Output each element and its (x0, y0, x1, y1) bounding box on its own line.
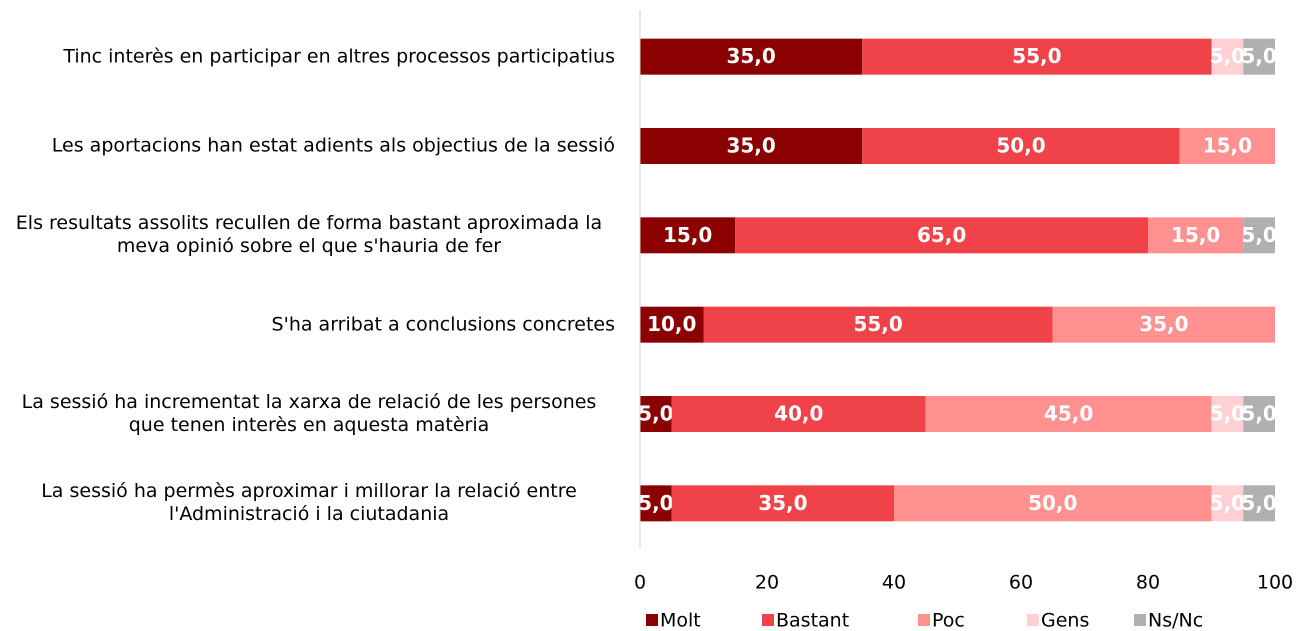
data-label: 5,0 (638, 402, 673, 426)
data-label: 5,0 (1210, 44, 1245, 68)
data-label: 10,0 (647, 312, 696, 336)
bar-segment (862, 128, 1180, 164)
bar-segment (640, 396, 672, 432)
legend-swatch (646, 614, 658, 626)
bar-segment (640, 306, 704, 343)
data-label: 5,0 (638, 491, 673, 515)
bar-segment (671, 396, 926, 432)
x-tick-label: 60 (1009, 572, 1033, 594)
legend-swatch (1134, 614, 1146, 626)
legend-swatch (1027, 614, 1039, 626)
bar-segment (735, 217, 1148, 254)
bar-segment (640, 38, 863, 75)
bar-segment (1243, 38, 1275, 75)
category-text: Tinc interès en participar en altres pro… (63, 45, 615, 68)
data-label: 35,0 (726, 134, 775, 158)
data-label: 35,0 (726, 44, 775, 68)
x-tick-label: 80 (1136, 572, 1160, 594)
x-tick-label: 20 (755, 572, 779, 594)
legend-label: Bastant (776, 610, 849, 631)
category-text: Les aportacions han estat adients als ob… (51, 134, 615, 157)
legend-label: Ns/Nc (1148, 610, 1203, 631)
bar-segment (1148, 217, 1244, 254)
category-label: La sessió ha permès aproximar i millorar… (0, 480, 615, 526)
data-label: 5,0 (1210, 491, 1245, 515)
x-tick-label: 0 (634, 572, 646, 594)
data-label: 5,0 (1210, 402, 1245, 426)
category-label: La sessió ha incrementat la xarxa de rel… (0, 391, 615, 437)
x-tick-label: 100 (1257, 572, 1293, 594)
bar-segment (671, 485, 894, 522)
data-label: 50,0 (996, 134, 1045, 158)
x-tick-label: 40 (882, 572, 906, 594)
bar-segment (1243, 485, 1275, 522)
bar-segment (1211, 38, 1244, 75)
legend-label: Gens (1041, 610, 1089, 631)
data-label: 50,0 (1028, 491, 1077, 515)
bar-segment (1211, 396, 1244, 432)
data-label: 40,0 (774, 402, 823, 426)
bar-segment (1211, 485, 1244, 522)
legend-label: Poc (932, 610, 965, 631)
category-label: Les aportacions han estat adients als ob… (0, 135, 615, 158)
legend-swatch (918, 614, 930, 626)
data-label: 55,0 (853, 312, 902, 336)
data-label: 5,0 (1241, 44, 1276, 68)
bar-segment (894, 485, 1212, 522)
data-label: 15,0 (663, 223, 712, 247)
data-label: 35,0 (1139, 312, 1188, 336)
legend-swatch (762, 614, 774, 626)
data-label: 5,0 (1241, 402, 1276, 426)
bar-segment (640, 128, 863, 164)
data-label: 65,0 (917, 223, 966, 247)
data-label: 15,0 (1171, 223, 1220, 247)
bar-segment (1179, 128, 1275, 164)
bar-segment (1052, 306, 1275, 343)
bar-segment (640, 485, 672, 522)
data-label: 15,0 (1203, 134, 1252, 158)
bar-segment (1243, 217, 1275, 254)
category-text: La sessió ha incrementat la xarxa de rel… (21, 391, 597, 436)
category-text: La sessió ha permès aproximar i millorar… (41, 480, 577, 526)
bar-segment (1243, 396, 1275, 432)
bar-segment (862, 38, 1212, 75)
data-label: 35,0 (758, 491, 807, 515)
category-text: S'ha arribat a conclusions concretes (271, 313, 615, 336)
category-label: S'ha arribat a conclusions concretes (0, 313, 615, 336)
data-label: 45,0 (1044, 402, 1093, 426)
category-text: Els resultats assolits recullen de forma… (15, 212, 603, 258)
bar-segment (703, 306, 1053, 343)
bar-segment (640, 217, 736, 254)
data-label: 5,0 (1241, 223, 1276, 247)
data-label: 5,0 (1241, 491, 1276, 515)
bar-segment (925, 396, 1212, 432)
category-label: Tinc interès en participar en altres pro… (0, 45, 615, 68)
category-label: Els resultats assolits recullen de forma… (0, 212, 615, 258)
legend-label: Molt (660, 610, 701, 631)
data-label: 55,0 (1012, 44, 1061, 68)
